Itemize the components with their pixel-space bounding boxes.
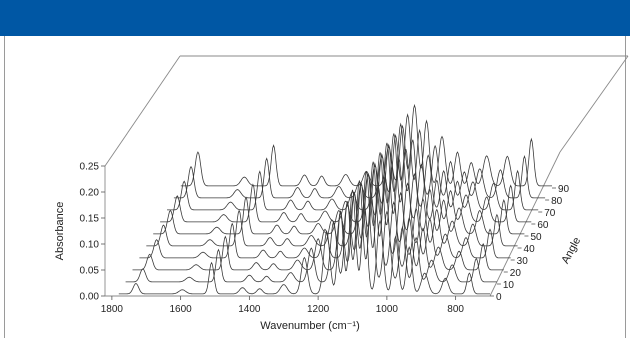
- x-tick-label-4: 1000: [376, 304, 399, 315]
- plot-box: [104, 55, 629, 297]
- x-tick-label-5: 800: [447, 304, 464, 315]
- y-tick-label-4: 0.20: [80, 188, 100, 199]
- x-tick-label-2: 1400: [238, 304, 261, 315]
- spectra-traces: [118, 103, 552, 295]
- z-tick-label-3: 30: [517, 256, 529, 267]
- z-tick-label-5: 50: [530, 232, 542, 243]
- spectrum-angle-80: [173, 113, 546, 199]
- spectrum-angle-60: [160, 133, 532, 223]
- z-tick-label-6: 60: [537, 220, 549, 231]
- spectrum-angle-20: [132, 171, 504, 271]
- z-tick-label-1: 10: [503, 280, 515, 291]
- y-tick-label-3: 0.15: [80, 214, 100, 225]
- spectrum-angle-50: [153, 142, 525, 235]
- spectrum-angle-30: [139, 161, 511, 259]
- z-tick-label-9: 90: [558, 184, 570, 195]
- frame-right-border: [625, 36, 626, 338]
- spectrum-angle-90: [180, 103, 552, 187]
- x-tick-label-0: 1800: [101, 304, 124, 315]
- frame-left-border: [4, 36, 5, 338]
- header-bar: [0, 0, 630, 36]
- y-tick-label-2: 0.10: [80, 240, 100, 251]
- box-edge-3: [489, 151, 561, 297]
- y-tick-label-0: 0.00: [80, 292, 100, 303]
- z-tick-label-8: 80: [551, 196, 563, 207]
- y-tick-label-5: 0.25: [80, 162, 100, 173]
- z-tick-label-2: 20: [510, 268, 522, 279]
- z-axis-label: Angle: [559, 235, 583, 265]
- axes: 0.00 0.05 0.10 0.15 0.20 0.25 1800 1600 1400 1200…: [80, 162, 570, 316]
- x-tick-label-3: 1200: [307, 304, 330, 315]
- x-axis-label: Wavenumber (cm⁻¹): [260, 320, 360, 332]
- z-tick-label-4: 40: [524, 244, 536, 255]
- y-tick-label-1: 0.05: [80, 266, 100, 277]
- x-tick-label-1: 1600: [170, 304, 193, 315]
- box-edge-1: [104, 55, 181, 167]
- z-tick-label-7: 70: [544, 208, 556, 219]
- figure-frame: [4, 36, 630, 338]
- z-tick-label-0: 0: [496, 292, 502, 303]
- spectrum-angle-0: [118, 189, 490, 295]
- spectrum-angle-40: [146, 152, 518, 247]
- box-edge-4: [559, 55, 629, 153]
- y-axis-label: Absorbance: [54, 202, 66, 261]
- spectrum-angle-10: [125, 180, 497, 283]
